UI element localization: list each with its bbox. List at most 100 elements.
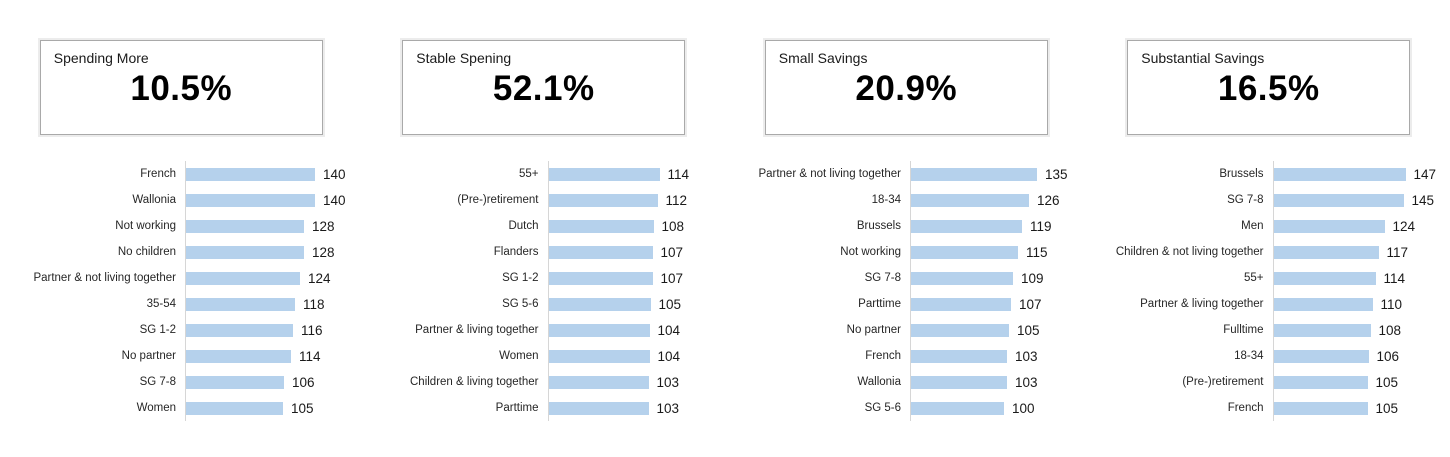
bar (186, 271, 300, 285)
panel-stable-spending: Stable Spening 52.1% 55+ 114 (Pre-)retirem… (363, 40, 726, 421)
bar-chart-small-savings: Partner & not living together 135 18-34 126… (725, 161, 1088, 421)
bar-value: 107 (660, 244, 684, 260)
bar-label: Women (499, 350, 539, 362)
bar-value: 106 (1376, 348, 1400, 364)
bar-label: Not working (115, 220, 176, 232)
bar (1273, 349, 1369, 363)
bar-label: 18-34 (1234, 350, 1264, 362)
bar-label: French (1227, 402, 1264, 414)
bar-row: SG 5-6 100 (725, 395, 1088, 421)
bar-value: 135 (1045, 166, 1068, 182)
bar-label: 35-54 (146, 298, 176, 310)
bar (1273, 193, 1404, 207)
bar-value: 119 (1030, 218, 1052, 234)
bar-value: 124 (1392, 218, 1416, 234)
bar-track: 107 (547, 239, 726, 265)
bar-chart-stable-spending: 55+ 114 (Pre-)retirement 112 Dutch 108 Flander… (363, 161, 726, 421)
bar (548, 167, 660, 181)
bar-row: Partner & not living together 124 (0, 265, 363, 291)
bar-track: 103 (547, 369, 726, 395)
bar-row: 55+ 114 (1088, 265, 1450, 291)
bar-track: 106 (185, 369, 363, 395)
bar-label: SG 5-6 (502, 298, 539, 310)
bar-value: 114 (299, 348, 321, 364)
bar-track: 108 (1272, 317, 1450, 343)
bar-row: Partner & living together 104 (363, 317, 726, 343)
bar-row: SG 5-6 105 (363, 291, 726, 317)
bar (186, 193, 315, 207)
bar-row: Partner & not living together 135 (725, 161, 1088, 187)
bar-chart-spending-more: French 140 Wallonia 140 Not working 128 No chi… (0, 161, 363, 421)
bar (1273, 167, 1406, 181)
bar-value: 115 (1026, 244, 1048, 260)
bar (911, 193, 1029, 207)
panel-substantial-savings: Substantial Savings 16.5% Brussels 147 SG … (1088, 40, 1450, 421)
bar-row: SG 7-8 145 (1088, 187, 1450, 213)
bar-row: SG 1-2 116 (0, 317, 363, 343)
bar-label: 55+ (518, 168, 539, 180)
scorecard-percent: 10.5% (130, 69, 233, 108)
bar-value: 145 (1411, 192, 1435, 208)
bar-row: Men 124 (1088, 213, 1450, 239)
bar-value: 112 (665, 192, 688, 208)
bar-row: 18-34 106 (1088, 343, 1450, 369)
bar-label: French (140, 168, 176, 180)
bar (911, 219, 1022, 233)
bar (911, 401, 1004, 415)
bar-label: Brussels (856, 220, 901, 232)
bar-value: 105 (658, 296, 682, 312)
bar-track: 114 (547, 161, 726, 187)
bar (548, 193, 658, 207)
bar-track: 114 (185, 343, 363, 369)
bar-value: 118 (303, 296, 325, 312)
bar-label: No partner (846, 324, 901, 336)
bar-label: Wallonia (857, 376, 901, 388)
bar (548, 401, 649, 415)
bar-label: Flanders (493, 246, 539, 258)
bar-chart-substantial-savings: Brussels 147 SG 7-8 145 Men 124 Children & not… (1088, 161, 1450, 421)
bar-track: 104 (547, 343, 726, 369)
bar-row: 55+ 114 (363, 161, 726, 187)
bar-label: Brussels (1219, 168, 1264, 180)
bar-track: 105 (185, 395, 363, 421)
bar-label: (Pre-)retirement (457, 194, 539, 206)
bar-track: 107 (910, 291, 1088, 317)
bar-track: 106 (1272, 343, 1450, 369)
bar-label: Dutch (508, 220, 539, 232)
bar-row: Women 104 (363, 343, 726, 369)
bar-label: 55+ (1243, 272, 1264, 284)
bar-row: French 103 (725, 343, 1088, 369)
bar-row: Parttime 107 (725, 291, 1088, 317)
scorecard-title: Small Savings (778, 50, 868, 66)
bar (548, 349, 650, 363)
bar-label: Fulltime (1223, 324, 1264, 336)
bar-row: Children & not living together 117 (1088, 239, 1450, 265)
scorecard-percent: 20.9% (855, 69, 958, 108)
bar-value: 104 (657, 322, 681, 338)
bar-label: SG 7-8 (139, 376, 176, 388)
bar-track: 124 (185, 265, 363, 291)
bar (1273, 375, 1368, 389)
bar (186, 401, 283, 415)
bar-label: Partner & living together (1140, 298, 1264, 310)
bar (911, 271, 1013, 285)
bar-track: 103 (547, 395, 726, 421)
bar-value: 110 (1380, 296, 1403, 312)
bar-label: Children & living together (410, 376, 539, 388)
bar-label: SG 7-8 (864, 272, 901, 284)
bar-label: Children & not living together (1115, 246, 1264, 258)
bar (911, 167, 1037, 181)
bar-label: SG 5-6 (864, 402, 901, 414)
bar-row: Children & living together 103 (363, 369, 726, 395)
scorecard-title: Stable Spening (416, 50, 512, 66)
bar-track: 114 (1272, 265, 1450, 291)
bar-row: Women 105 (0, 395, 363, 421)
bar-value: 106 (292, 374, 315, 390)
bar-track: 124 (1272, 213, 1450, 239)
bar-label: Partner & not living together (758, 168, 901, 180)
bar-value: 105 (1017, 322, 1040, 338)
bar (186, 219, 304, 233)
bar-value: 124 (308, 270, 331, 286)
bar-label: (Pre-)retirement (1182, 376, 1264, 388)
